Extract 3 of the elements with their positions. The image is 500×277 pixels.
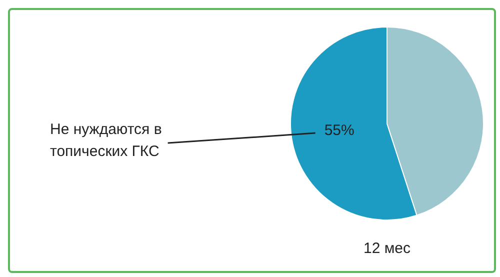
- data-label: 55%: [324, 122, 354, 140]
- text: 12 мес: [363, 240, 411, 258]
- slice-label: Не нуждаются в топических ГКС: [50, 121, 162, 160]
